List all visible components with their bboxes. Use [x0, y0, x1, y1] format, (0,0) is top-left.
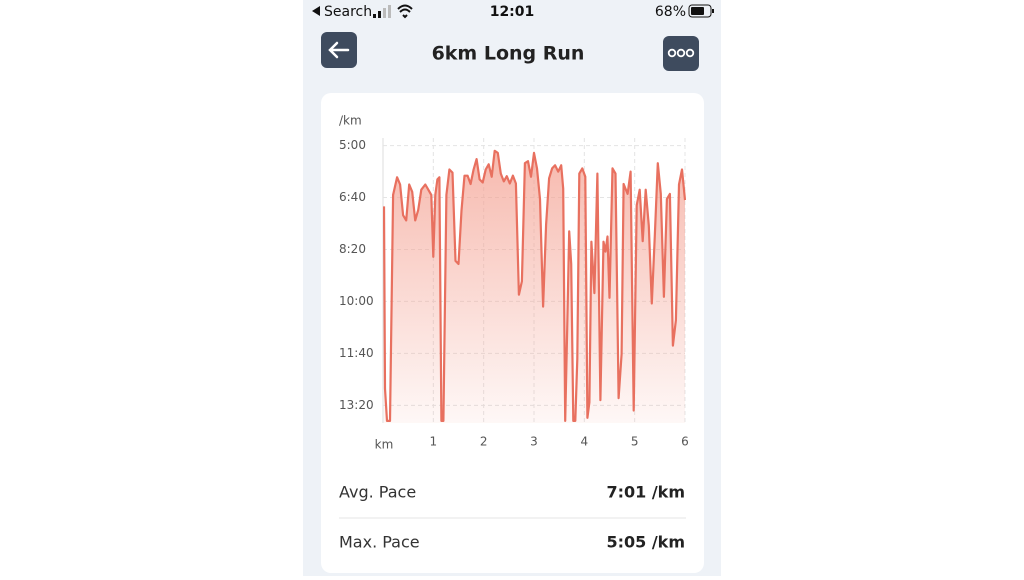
y-tick-label: 13:20: [339, 398, 374, 412]
battery-icon: [688, 4, 714, 18]
y-axis-label: /km: [339, 114, 362, 128]
stat-label: Max. Pace: [339, 533, 420, 552]
more-button[interactable]: [663, 36, 699, 71]
stat-value: 7:01 /km: [606, 483, 685, 502]
signal-icon: [373, 5, 391, 18]
y-tick-label: 10:00: [339, 294, 374, 308]
x-axis-label: km: [375, 438, 394, 452]
y-tick-label: 6:40: [339, 190, 366, 204]
battery-level: 68%: [655, 4, 686, 20]
pace-line: [383, 149, 686, 422]
clock: 12:01: [490, 4, 535, 20]
carrier: Search: [324, 4, 372, 20]
x-tick-label: 2: [480, 435, 488, 449]
y-tick-label: 8:20: [339, 242, 366, 256]
y-tick-label: 11:40: [339, 346, 374, 360]
stat-label: Avg. Pace: [339, 483, 416, 502]
wifi-icon: [397, 4, 413, 19]
chart-layer: 5:00 6:40 8:20 10:00 11:40 13:20 1 2 3 4 5 6: [339, 138, 689, 449]
x-tick-label: 4: [581, 435, 589, 449]
y-tick-label: 5:00: [339, 138, 366, 152]
x-tick-label: 3: [530, 435, 538, 449]
back-button[interactable]: [321, 32, 357, 68]
pace-area: [384, 150, 685, 424]
back-arrow-icon: [312, 6, 320, 16]
page-title: 6km Long Run: [432, 43, 585, 65]
stat-value: 5:05 /km: [606, 533, 685, 552]
x-tick-label: 1: [430, 435, 438, 449]
x-tick-label: 6: [681, 435, 689, 449]
x-tick-label: 5: [631, 435, 639, 449]
